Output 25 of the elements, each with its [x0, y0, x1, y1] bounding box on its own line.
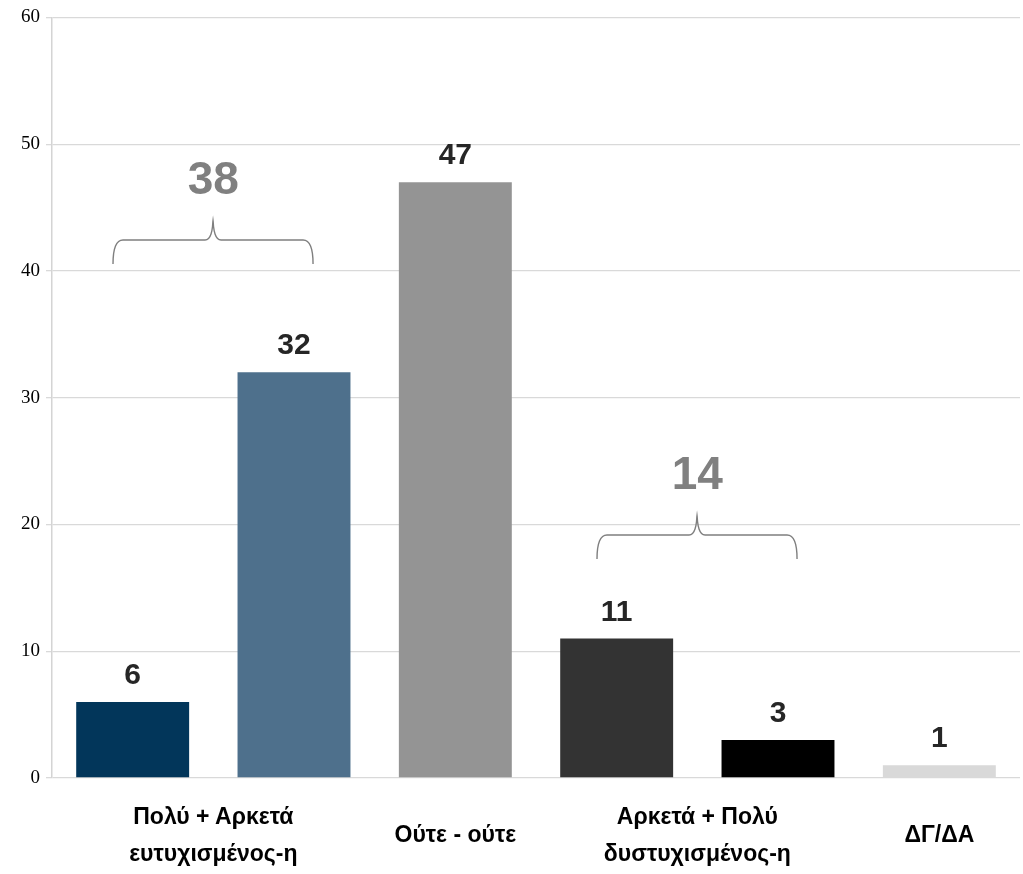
data-label: 1 [930, 720, 948, 754]
annotation: 38 [187, 152, 239, 205]
y-tick-label: 0 [30, 765, 40, 787]
data-label: 47 [438, 137, 473, 171]
annotation: 14 [671, 446, 724, 499]
text: Ούτε - ούτε [394, 821, 517, 848]
y-tick-label: 60 [21, 5, 40, 27]
bar [398, 182, 512, 778]
text: Αρκετά + Πολύ δυστυχισμένος-η [603, 802, 791, 866]
y-tick-label: 10 [21, 639, 40, 661]
y-tick-label: 40 [21, 258, 40, 280]
data-label: 3 [769, 694, 787, 728]
bar [882, 765, 996, 778]
data-label: 6 [124, 656, 142, 690]
bar [560, 638, 674, 778]
y-tick-label: 50 [21, 132, 40, 154]
bar [237, 372, 351, 778]
bar [721, 739, 835, 778]
bar [76, 701, 190, 778]
data-label: 32 [277, 327, 311, 361]
text: ΔΓ/ΔΑ [904, 821, 975, 848]
y-tick-label: 30 [21, 385, 40, 407]
text: Πολύ + Αρκετά ευτυχισμένος-η [129, 802, 298, 866]
y-tick-label: 20 [21, 512, 40, 534]
data-label: 11 [600, 593, 633, 627]
